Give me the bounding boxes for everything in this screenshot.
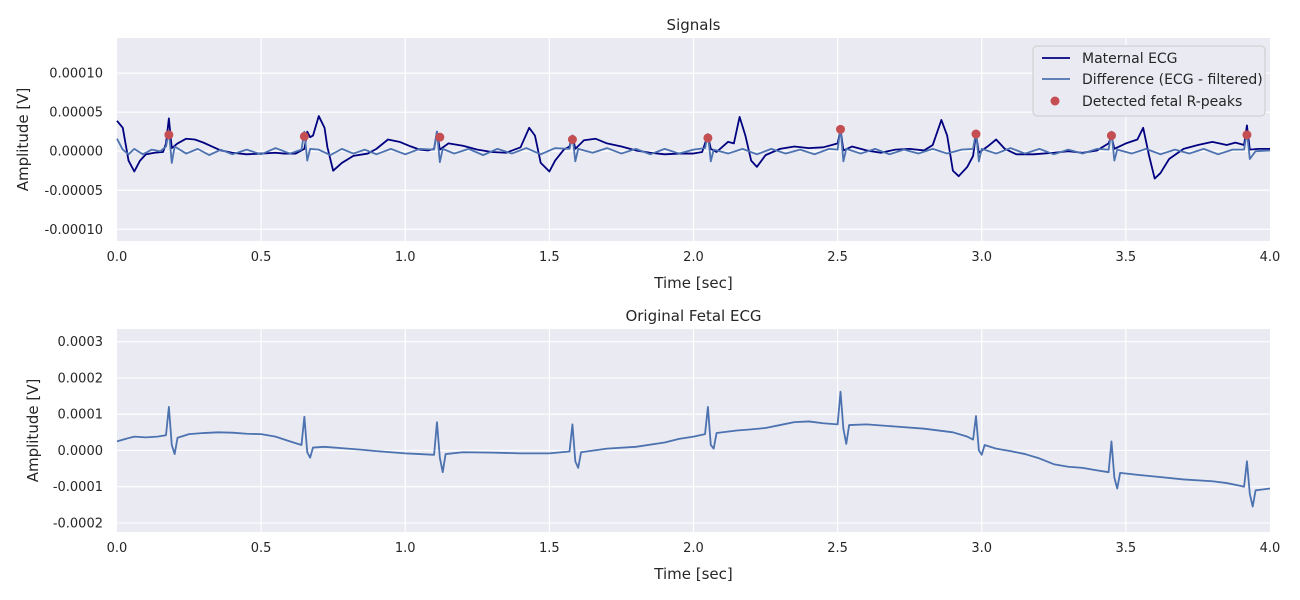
signals-x-tick-label: 3.0 <box>971 250 992 265</box>
fetal-ecg-x-tick-label: 4.0 <box>1260 541 1281 556</box>
signals-title: Signals <box>667 16 721 34</box>
signals-x-tick-label: 2.0 <box>683 250 704 265</box>
signals-legend: Maternal ECG Difference (ECG - filtered)… <box>1032 45 1266 117</box>
fetal-ecg-y-axis-label: Amplitude [V] <box>24 379 42 483</box>
fetal-ecg-series-line-fetal-ecg <box>116 390 1271 508</box>
fetal-ecg-y-tick-label: 0.0003 <box>58 335 104 350</box>
fetal-ecg-title: Original Fetal ECG <box>625 307 761 325</box>
fetal-r-peak-point <box>1242 130 1252 140</box>
fetal-r-peak-point <box>435 132 445 142</box>
fetal-ecg-y-tick-label: -0.0001 <box>53 480 103 495</box>
legend-frame <box>1032 45 1266 117</box>
signals-y-axis-label: Amplitude [V] <box>14 88 32 192</box>
fetal-ecg-x-tick-label: 0.5 <box>251 541 272 556</box>
fetal-ecg-x-tick-label: 1.5 <box>539 541 560 556</box>
legend-label-maternal-ecg: Maternal ECG <box>1082 51 1178 67</box>
fetal-ecg-chart: 0.0 0.5 1.0 1.5 2.0 2.5 3.0 3.5 4.0 -0.0002 -0.000… <box>24 307 1280 583</box>
legend-label-r-peaks: Detected fetal R-peaks <box>1082 94 1242 110</box>
fetal-ecg-x-axis-label: Time [sec] <box>653 565 732 583</box>
signals-x-axis-label: Time [sec] <box>653 274 732 292</box>
fetal-ecg-y-tick-label: 0.0000 <box>58 444 104 459</box>
fetal-ecg-x-tick-label: 0.0 <box>107 541 128 556</box>
fetal-r-peak-point <box>164 130 174 140</box>
fetal-ecg-grid <box>117 329 1270 532</box>
signals-y-tick-label: 0.00010 <box>49 67 103 82</box>
signals-y-tick-label: 0.00005 <box>49 106 103 121</box>
signals-series <box>116 115 1271 180</box>
fetal-r-peak-point <box>836 124 846 134</box>
fetal-ecg-x-tick-label: 3.5 <box>1116 541 1137 556</box>
fetal-r-peak-point <box>703 133 713 143</box>
fetal-ecg-x-tick-label: 2.5 <box>827 541 848 556</box>
signals-y-tick-label: -0.00010 <box>45 223 103 238</box>
signals-chart: 0.0 0.5 1.0 1.5 2.0 2.5 3.0 3.5 4.0 -0.00010 -0.00… <box>14 16 1280 292</box>
signals-x-tick-label: 1.5 <box>539 250 560 265</box>
fetal-r-peak-point <box>299 131 309 141</box>
fetal-ecg-y-tick-label: 0.0002 <box>58 371 104 386</box>
signals-x-tick-label: 4.0 <box>1260 250 1281 265</box>
signals-x-tick-label: 0.5 <box>251 250 272 265</box>
fetal-ecg-x-tick-label: 3.0 <box>971 541 992 556</box>
fetal-r-peak-point <box>567 135 577 144</box>
fetal-ecg-series <box>116 390 1271 508</box>
fetal-r-peak-point <box>971 129 981 139</box>
fetal-ecg-x-tick-label: 1.0 <box>395 541 416 556</box>
signals-x-tick-label: 0.0 <box>107 250 128 265</box>
fetal-ecg-y-tick-label: 0.0001 <box>58 408 104 423</box>
fetal-ecg-y-tick-label: -0.0002 <box>53 516 103 531</box>
legend-label-difference: Difference (ECG - filtered) <box>1082 72 1263 88</box>
fetal-ecg-ticks: 0.0 0.5 1.0 1.5 2.0 2.5 3.0 3.5 4.0 -0.0002 -0.000… <box>53 335 1281 556</box>
signals-series-line-difference-ecg-filtered <box>116 126 1271 164</box>
signals-x-tick-label: 3.5 <box>1116 250 1137 265</box>
signals-x-tick-label: 1.0 <box>395 250 416 265</box>
fetal-ecg-x-tick-label: 2.0 <box>683 541 704 556</box>
signals-ticks: 0.0 0.5 1.0 1.5 2.0 2.5 3.0 3.5 4.0 -0.00010 -0.00… <box>45 67 1281 265</box>
legend-swatch-r-peaks <box>1050 96 1060 106</box>
signals-y-tick-label: -0.00005 <box>45 184 103 199</box>
fetal-r-peak-point <box>1106 131 1116 141</box>
signals-y-tick-label: 0.00000 <box>49 145 103 160</box>
signals-x-tick-label: 2.5 <box>827 250 848 265</box>
